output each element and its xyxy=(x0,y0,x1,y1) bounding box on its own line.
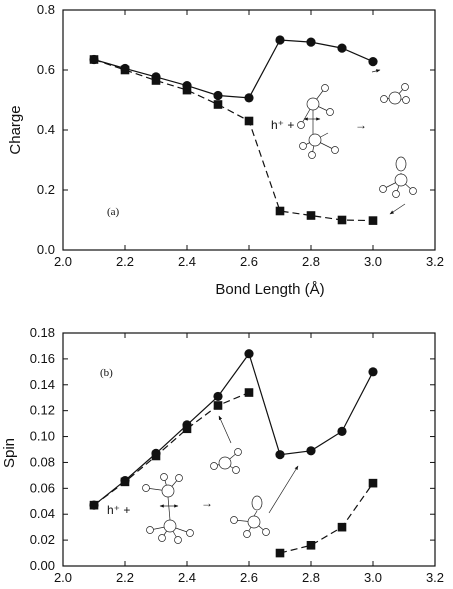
hole-label: h⁺ + xyxy=(107,503,130,517)
circle-data-point xyxy=(368,57,378,67)
y-tick-label: 0.0 xyxy=(37,242,55,257)
y-tick-label: 0.12 xyxy=(30,403,55,418)
square-data-point xyxy=(213,401,223,410)
x-axis-label: Bond Length (Å) xyxy=(215,281,324,298)
tick-marks xyxy=(62,9,436,251)
x-tick-label: 2.2 xyxy=(116,254,134,269)
circle-data-point xyxy=(275,35,285,45)
square-data-point xyxy=(368,216,378,225)
square-data-point xyxy=(244,388,254,397)
dashed-series-line xyxy=(93,58,374,222)
dashed-series-line xyxy=(279,482,374,554)
square-data-point xyxy=(120,477,130,487)
y-tick-label: 0.00 xyxy=(30,558,55,573)
x-tick-labels: 2.0 2.2 2.4 2.6 2.8 3.0 3.2 xyxy=(54,570,444,585)
x-tick-label: 3.2 xyxy=(426,570,444,585)
y-tick-label: 0.14 xyxy=(30,377,55,392)
x-tick-label: 3.0 xyxy=(364,570,382,585)
x-tick-label: 2.8 xyxy=(302,254,320,269)
circle-data-point xyxy=(244,349,254,359)
y-tick-labels: 0.00 0.02 0.04 0.06 0.08 0.10 0.12 0.14 0.16 0.18 xyxy=(30,325,55,573)
square-data-point xyxy=(368,478,378,488)
dashed-series-line xyxy=(93,391,250,506)
square-data-point xyxy=(151,76,161,85)
tick-marks xyxy=(62,332,436,567)
spin-panel: 2.0 2.2 2.4 2.6 2.8 3.0 3.2 0.000.020.040.060.… xyxy=(1,325,444,585)
hole-label: h⁺ + xyxy=(271,118,294,132)
square-data-point xyxy=(89,55,99,64)
solid-series-line xyxy=(93,352,374,506)
y-tick-label: 0.04 xyxy=(30,506,55,521)
circle-data-point xyxy=(275,450,285,460)
charge-panel: 2.0 2.2 2.4 2.6 2.8 3.0 3.2 0.0 0.2 0.4 0.6 0.8 Bo… xyxy=(7,2,444,298)
square-data-point xyxy=(306,211,316,220)
square-data-point xyxy=(244,116,254,126)
panel-label: (a) xyxy=(107,206,120,218)
square-data-point xyxy=(337,522,347,532)
y-axis-label: Charge xyxy=(7,105,24,154)
x-tick-label: 2.0 xyxy=(54,254,72,269)
square-data-point xyxy=(275,206,285,216)
x-tick-label: 2.2 xyxy=(116,570,134,585)
y-axis-label: Spin xyxy=(1,438,18,468)
circle-data-point xyxy=(306,37,316,47)
x-tick-label: 3.2 xyxy=(426,254,444,269)
circle-data-point xyxy=(337,426,347,436)
y-tick-label: 0.16 xyxy=(30,351,55,366)
square-data-point xyxy=(89,500,99,510)
square-data-point xyxy=(182,424,192,434)
square-data-point xyxy=(275,548,285,558)
chart-series xyxy=(89,35,378,225)
y-tick-label: 0.06 xyxy=(30,480,55,495)
solid-series-line xyxy=(93,39,374,99)
square-data-point xyxy=(337,215,347,225)
reaction-arrow: → xyxy=(201,496,213,510)
x-tick-label: 2.6 xyxy=(240,570,258,585)
square-data-point xyxy=(151,451,161,461)
y-tick-label: 0.10 xyxy=(30,429,55,444)
reaction-arrow: → xyxy=(355,118,367,132)
chart-series xyxy=(89,349,378,558)
circle-data-point xyxy=(213,90,223,101)
y-tick-label: 0.18 xyxy=(30,325,55,340)
circle-data-point xyxy=(337,43,347,53)
square-data-point xyxy=(182,85,192,95)
molecule-inset: h⁺ + → xyxy=(271,69,417,215)
circle-data-point xyxy=(368,367,378,377)
circle-data-point xyxy=(213,391,223,402)
y-tick-label: 0.2 xyxy=(37,182,55,197)
square-data-point xyxy=(120,65,130,75)
y-tick-label: 0.4 xyxy=(37,122,55,137)
y-tick-label: 0.08 xyxy=(30,454,55,469)
y-tick-labels: 0.0 0.2 0.4 0.6 0.8 xyxy=(37,2,55,257)
x-tick-label: 2.0 xyxy=(54,570,72,585)
square-data-point xyxy=(213,100,223,109)
x-tick-label: 2.4 xyxy=(178,570,196,585)
x-tick-labels: 2.0 2.2 2.4 2.6 2.8 3.0 3.2 xyxy=(54,254,444,269)
y-tick-label: 0.02 xyxy=(30,532,55,547)
x-tick-label: 3.0 xyxy=(364,254,382,269)
circle-data-point xyxy=(244,93,254,103)
x-tick-label: 2.8 xyxy=(302,570,320,585)
circle-data-point xyxy=(306,446,316,456)
molecule-inset: h⁺ + → xyxy=(107,415,299,544)
square-data-point xyxy=(306,540,316,550)
y-tick-label: 0.8 xyxy=(37,2,55,17)
x-tick-label: 2.4 xyxy=(178,254,196,269)
y-tick-label: 0.6 xyxy=(37,62,55,77)
x-tick-label: 2.6 xyxy=(240,254,258,269)
panel-label: (b) xyxy=(100,367,113,379)
